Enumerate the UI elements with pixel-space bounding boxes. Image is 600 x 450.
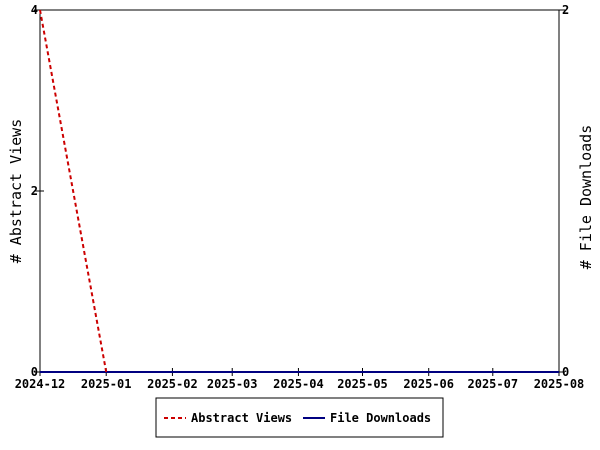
x-tick-label-2025-03: 2025-03 — [207, 377, 258, 391]
legend-label-file-downloads: File Downloads — [330, 411, 431, 425]
series-layer — [39, 9, 559, 373]
x-tick-label-2025-08: 2025-08 — [534, 377, 585, 391]
x-tick-label-2025-05: 2025-05 — [337, 377, 388, 391]
legend-label-abstract-views: Abstract Views — [191, 411, 292, 425]
x-tick-label-2025-07: 2025-07 — [468, 377, 519, 391]
left-tick-label-2: 2 — [31, 184, 38, 198]
x-tick-label-2025-02: 2025-02 — [147, 377, 198, 391]
left-tick-label-4: 4 — [31, 3, 38, 17]
right-tick-label-2: 2 — [562, 3, 569, 17]
x-tick-label-2025-04: 2025-04 — [273, 377, 324, 391]
x-tick-label-2025-06: 2025-06 — [403, 377, 454, 391]
x-tick-label-2025-01: 2025-01 — [81, 377, 132, 391]
left-axis-title: # Abstract Views — [7, 119, 25, 264]
x-axis-ticks: 2024-12 2025-01 2025-02 2025-03 2025-04 2025-… — [15, 368, 585, 391]
x-tick-label-2024-12: 2024-12 — [15, 377, 66, 391]
right-tick-label-0: 0 — [562, 365, 569, 379]
right-axis-title: # File Downloads — [577, 125, 595, 270]
legend: Abstract Views File Downloads — [155, 397, 444, 438]
series-line-abstract-views — [39, 9, 108, 373]
legend-box — [155, 397, 444, 438]
plot-area — [39, 9, 560, 373]
left-tick-label-0: 0 — [31, 365, 38, 379]
